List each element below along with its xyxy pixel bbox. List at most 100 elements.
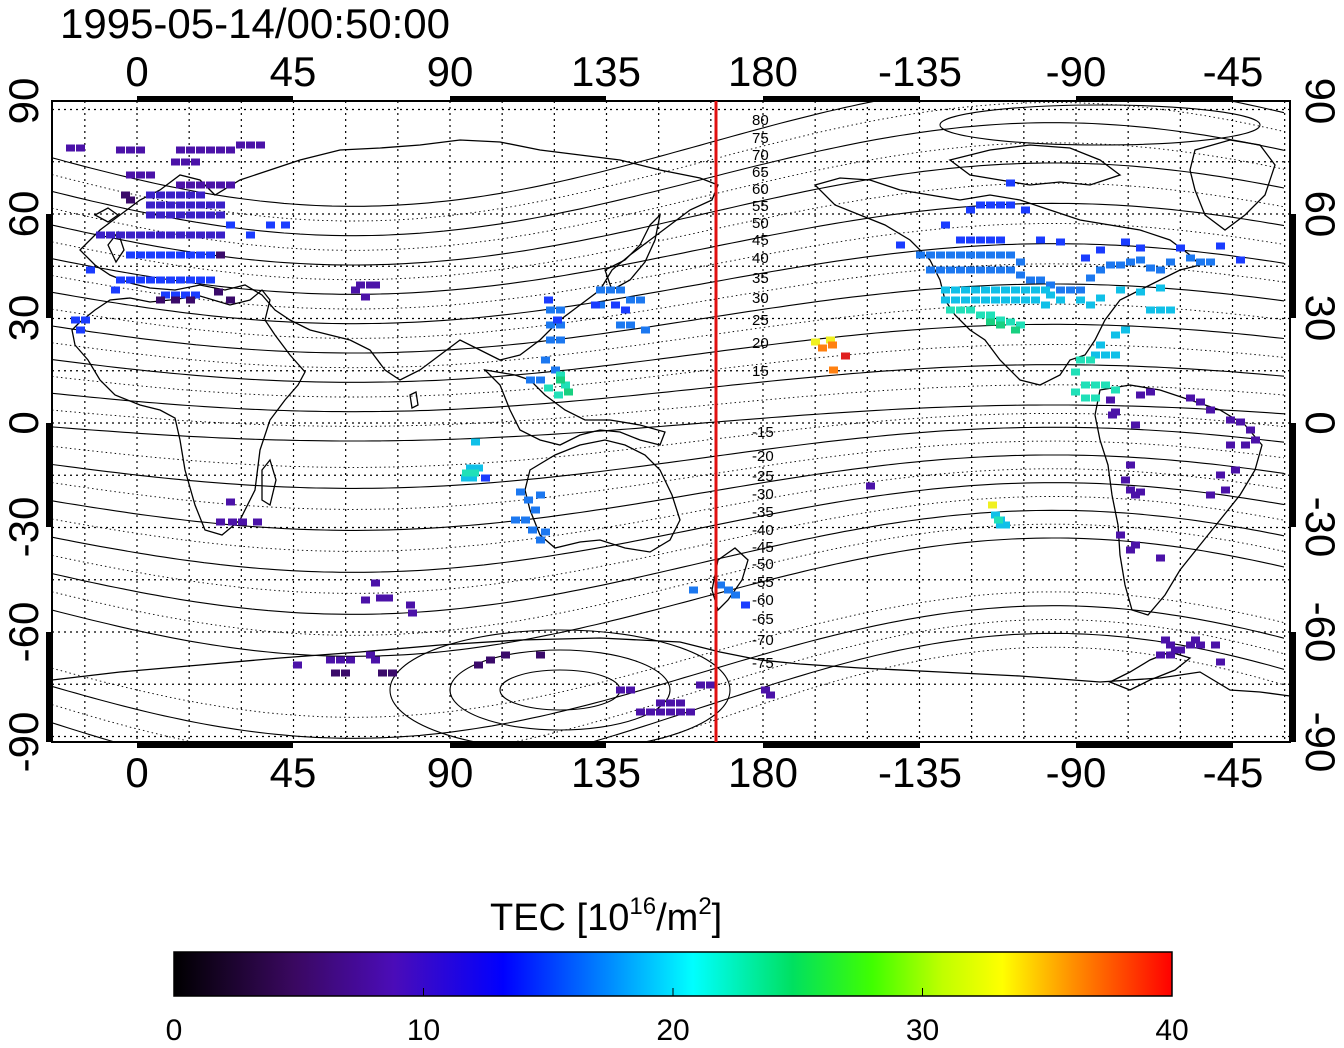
tec-cell	[556, 306, 565, 314]
magnetic-latitude-label: 45	[752, 232, 769, 249]
magnetic-latitude-label: -65	[752, 611, 774, 628]
tec-cell	[136, 231, 145, 239]
tec-cell	[196, 211, 205, 219]
magnetic-latitude-contour	[52, 412, 1285, 468]
tec-cell	[346, 656, 355, 664]
tec-cell	[1176, 244, 1185, 252]
tec-cell	[216, 181, 225, 189]
tec-cell	[1206, 406, 1215, 414]
tec-cell	[1171, 646, 1180, 654]
latitude-tick-label: 60	[0, 191, 47, 238]
tec-cell	[361, 596, 370, 604]
tec-cell	[1186, 394, 1195, 402]
magnetic-latitude-contour	[52, 243, 1285, 325]
tec-cell	[468, 474, 477, 482]
tec-cell	[1156, 306, 1165, 314]
tec-cell	[156, 251, 165, 259]
tec-cell	[136, 171, 145, 179]
tec-cell	[1116, 286, 1125, 294]
tec-cell	[116, 146, 125, 154]
tec-cell	[1106, 261, 1115, 269]
axis-bar-right	[1290, 214, 1296, 318]
axis-bar-left	[46, 632, 52, 742]
tec-cell	[156, 191, 165, 199]
tec-cell	[996, 321, 1005, 329]
tec-cell	[341, 669, 350, 677]
tec-cell	[1046, 281, 1055, 289]
tec-cell	[256, 141, 265, 149]
tec-cell	[511, 516, 520, 524]
tec-cell	[686, 708, 695, 716]
magnetic-latitude-contour	[52, 496, 1285, 594]
tec-cell	[951, 296, 960, 304]
colorbar-ticks: 0 10 20 30 40	[166, 988, 1189, 1047]
magnetic-latitude-contour	[52, 537, 1285, 657]
tec-cell	[1206, 258, 1215, 266]
magnetic-latitude-label: 30	[752, 290, 769, 307]
tec-cell	[941, 296, 950, 304]
tec-cell	[176, 181, 185, 189]
tec-cell	[541, 528, 550, 536]
longitude-tick-label: -45	[1203, 48, 1264, 95]
tec-cell	[1096, 246, 1105, 254]
latitude-tick-label: 0	[1297, 411, 1344, 434]
tec-cell	[281, 221, 290, 229]
tec-cell	[226, 221, 235, 229]
timestamp-title: 1995-05-14/00:50:00	[60, 0, 450, 47]
coast-greenland	[1189, 139, 1276, 231]
tec-cell	[146, 231, 155, 239]
tec-cell	[936, 251, 945, 259]
tec-cell	[646, 708, 655, 716]
tec-cell	[1021, 206, 1030, 214]
tec-cell	[1011, 286, 1020, 294]
tec-cell	[1071, 388, 1080, 396]
magnetic-latitude-contour	[52, 101, 1285, 207]
tec-cell	[1101, 351, 1110, 359]
tec-cell	[1126, 546, 1135, 554]
tec-cell	[829, 366, 838, 374]
tec-cell	[384, 594, 393, 602]
tec-cell	[526, 376, 535, 384]
magnetic-latitude-contour	[52, 426, 1285, 489]
longitude-tick-label: 45	[270, 749, 317, 796]
tec-cell	[226, 498, 235, 506]
tec-cell	[596, 286, 605, 294]
longitude-tick-label: 0	[125, 749, 148, 796]
tec-cell	[541, 356, 550, 364]
tec-cell	[956, 236, 965, 244]
tec-cell	[1196, 258, 1205, 266]
tec-cell	[156, 296, 165, 304]
tec-cell	[1116, 261, 1125, 269]
tec-cell	[926, 251, 935, 259]
tec-cell	[971, 286, 980, 294]
tec-cell	[981, 286, 990, 294]
longitude-tick-label: 135	[571, 749, 641, 796]
tec-cell	[1086, 301, 1095, 309]
magnetic-latitude-label: 60	[752, 181, 769, 198]
tec-cell	[388, 669, 397, 677]
tec-cell	[216, 201, 225, 209]
tec-cell	[1136, 488, 1145, 496]
tec-cell	[966, 251, 975, 259]
tec-cell	[1001, 296, 1010, 304]
axis-bar-right	[1290, 423, 1296, 527]
tec-cell	[1146, 306, 1155, 314]
tec-cell	[986, 201, 995, 209]
tec-cell	[366, 281, 375, 289]
tec-cell	[1006, 251, 1015, 259]
tec-cell	[546, 321, 555, 329]
tec-cell	[191, 158, 200, 166]
tec-cell	[266, 221, 275, 229]
tec-cell	[616, 286, 625, 294]
tec-cell	[596, 301, 605, 309]
tec-cell	[1121, 238, 1130, 246]
axis-bar-left	[46, 423, 52, 527]
tec-cell	[1166, 641, 1175, 649]
magnetic-latitude-contour	[52, 122, 1285, 237]
tec-cell	[196, 251, 205, 259]
tec-cell	[971, 296, 980, 304]
colorbar-tick-label: 40	[1155, 1014, 1188, 1047]
tec-cell	[1166, 651, 1175, 659]
tec-cell	[1076, 286, 1085, 294]
